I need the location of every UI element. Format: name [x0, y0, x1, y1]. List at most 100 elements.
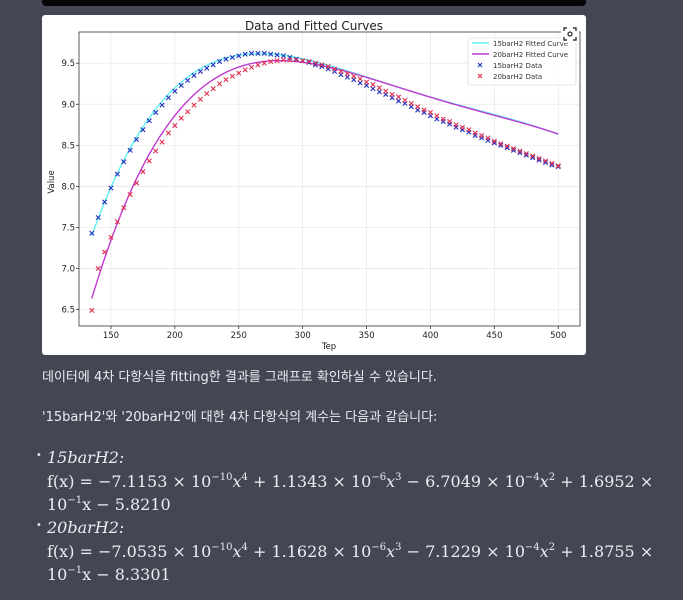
expand-image-button[interactable]: [561, 25, 579, 43]
data-point-20barh2: [440, 116, 446, 122]
data-point-15barh2: [504, 145, 510, 151]
eq15-term2: + 1.1343 × 10: [247, 472, 372, 491]
data-point-15barh2: [549, 162, 555, 168]
legend-box: [467, 37, 577, 86]
eq20-exp4: −1: [67, 565, 83, 576]
y-tick-label: 8.5: [61, 141, 75, 151]
data-point-20barh2: [223, 77, 229, 83]
chart-grid: [79, 32, 580, 326]
data-point-15barh2: [491, 140, 497, 146]
data-point-20barh2: [325, 63, 331, 70]
data-point-15barh2: [127, 147, 133, 153]
eq15-pow2: 3: [395, 472, 402, 483]
data-point-20barh2: [185, 109, 191, 115]
data-markers: [89, 50, 561, 313]
data-point-15barh2: [523, 152, 529, 158]
data-point-20barh2: [140, 169, 146, 175]
data-point-20barh2: [549, 160, 555, 166]
eq20-ten: 10: [47, 565, 68, 584]
eq20-exp2: −6: [371, 542, 387, 553]
eq20-tail: x − 8.3301: [82, 565, 171, 584]
data-point-20barh2: [248, 64, 255, 70]
x-tick-label: 450: [486, 331, 502, 341]
data-point-20barh2: [351, 73, 357, 79]
eq20-lhs: f(x) = −7.0535 × 10: [47, 542, 212, 561]
data-point-20barh2: [332, 66, 338, 72]
data-point-20barh2: [133, 180, 140, 186]
data-point-20barh2: [146, 158, 152, 164]
y-tick-label: 7.0: [61, 265, 75, 275]
bullet-20barh2: •: [36, 520, 42, 531]
data-point-20barh2: [536, 155, 542, 162]
data-point-20barh2: [466, 127, 472, 133]
eq20-pow1: 4: [241, 542, 248, 553]
plot-frame: [78, 31, 581, 327]
data-point-15barh2: [395, 98, 402, 104]
data-point-20barh2: [453, 122, 459, 128]
data-point-20barh2: [293, 57, 299, 63]
eq20-var2: x: [386, 542, 396, 561]
data-point-20barh2: [280, 57, 287, 63]
x-axis-label: Tep: [321, 342, 336, 352]
data-point-15barh2: [210, 62, 216, 68]
data-point-15barh2: [146, 118, 152, 124]
data-point-15barh2: [261, 50, 267, 56]
data-point-15barh2: [357, 80, 363, 86]
data-point-20barh2: [312, 60, 319, 66]
data-point-20barh2: [101, 249, 108, 255]
data-point-20barh2: [306, 58, 312, 65]
x-tick-label: 500: [550, 331, 566, 341]
x-tick-label: 150: [103, 331, 119, 341]
data-point-20barh2: [447, 118, 453, 125]
previous-code-block-edge: [42, 0, 586, 6]
y-tick-label: 8.0: [61, 182, 75, 192]
data-point-20barh2: [344, 71, 350, 77]
label-15barh2-text: 15barH2:: [47, 448, 125, 467]
data-point-15barh2: [101, 199, 108, 205]
legend-swatch-marker: [477, 62, 483, 68]
eq15-exp3: −4: [525, 472, 540, 483]
equation-20barh2-line2: 10−1x − 8.3301: [47, 564, 171, 586]
data-point-20barh2: [408, 100, 414, 107]
data-point-15barh2: [319, 63, 325, 70]
legend-entry-label: 20barH2 Data: [493, 73, 542, 81]
data-point-20barh2: [395, 94, 402, 100]
x-tick-label: 400: [422, 331, 438, 341]
eq15-tail: x − 5.8210: [82, 495, 171, 514]
data-point-20barh2: [542, 158, 549, 164]
data-point-15barh2: [89, 230, 95, 236]
data-point-20barh2: [510, 146, 517, 152]
data-point-15barh2: [274, 52, 280, 58]
y-axis-label: Value: [47, 170, 57, 193]
data-point-15barh2: [121, 159, 127, 165]
chart-title: Data and Fitted Curves: [245, 19, 383, 33]
data-point-15barh2: [268, 51, 274, 57]
eq15-pow3: 2: [548, 472, 556, 483]
chart: 150 200 250 300 350 400 450 500 6.5 7.0 7.5 8.0 8.5 9…: [47, 19, 581, 352]
y-tick-label: 9.5: [61, 59, 75, 69]
data-point-15barh2: [555, 164, 561, 170]
data-point-15barh2: [159, 102, 165, 108]
data-point-20barh2: [319, 62, 325, 68]
data-point-20barh2: [459, 124, 466, 130]
data-point-20barh2: [523, 150, 529, 157]
data-point-20barh2: [530, 153, 536, 159]
eq20-term3: − 7.1229 × 10: [401, 542, 526, 561]
data-point-20barh2: [108, 234, 114, 240]
data-point-15barh2: [312, 62, 319, 68]
data-point-20barh2: [338, 68, 344, 75]
x-tick-label: 300: [295, 331, 311, 341]
data-point-20barh2: [210, 86, 216, 92]
equation-15barh2-line2: 10−1x − 5.8210: [47, 494, 171, 516]
eq20-var1: x: [232, 542, 242, 561]
bullet-15barh2: •: [36, 450, 42, 461]
data-point-20barh2: [389, 91, 395, 98]
data-point-20barh2: [127, 192, 133, 198]
data-point-20barh2: [517, 148, 523, 154]
legend-swatch-marker: [477, 73, 483, 79]
data-point-15barh2: [178, 82, 184, 88]
result-intro-text: 데이터에 4차 다항식을 fitting한 결과를 그래프로 확인하실 수 있습…: [42, 370, 437, 385]
data-point-20barh2: [427, 109, 434, 116]
fit-curve-15barh2: [91, 52, 559, 236]
eq15-term3: − 6.7049 × 10: [401, 472, 526, 491]
